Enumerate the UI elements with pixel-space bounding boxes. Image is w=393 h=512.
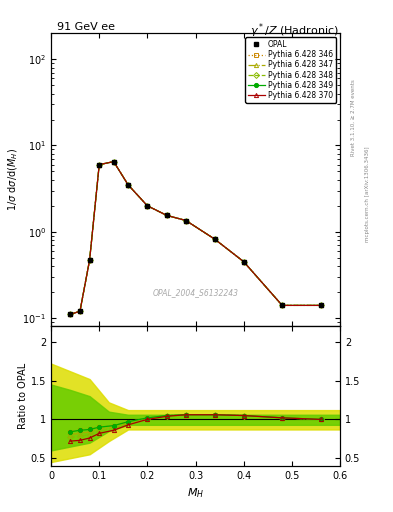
Pythia 6.428 346 bbox=[241, 259, 246, 265]
OPAL bbox=[68, 311, 73, 317]
Pythia 6.428 346 bbox=[213, 236, 217, 242]
Pythia 6.428 349 bbox=[87, 257, 92, 263]
Line: Pythia 6.428 346: Pythia 6.428 346 bbox=[68, 160, 323, 316]
Pythia 6.428 370 bbox=[111, 159, 116, 165]
OPAL bbox=[318, 302, 323, 308]
Pythia 6.428 346 bbox=[97, 162, 102, 168]
Pythia 6.428 346 bbox=[126, 182, 130, 188]
Pythia 6.428 346 bbox=[78, 308, 83, 314]
Pythia 6.428 370 bbox=[318, 302, 323, 308]
Pythia 6.428 347 bbox=[318, 302, 323, 308]
Pythia 6.428 348 bbox=[213, 236, 217, 242]
Text: OPAL_2004_S6132243: OPAL_2004_S6132243 bbox=[152, 288, 239, 297]
Pythia 6.428 370 bbox=[68, 311, 73, 317]
Pythia 6.428 370 bbox=[213, 236, 217, 242]
Pythia 6.428 349 bbox=[68, 311, 73, 317]
Pythia 6.428 370 bbox=[87, 257, 92, 263]
OPAL bbox=[97, 162, 102, 168]
OPAL bbox=[164, 212, 169, 219]
Pythia 6.428 348 bbox=[97, 162, 102, 168]
Pythia 6.428 348 bbox=[241, 259, 246, 265]
Pythia 6.428 346 bbox=[164, 212, 169, 219]
Pythia 6.428 348 bbox=[111, 159, 116, 165]
Pythia 6.428 347 bbox=[145, 203, 150, 209]
Pythia 6.428 347 bbox=[184, 218, 188, 224]
OPAL bbox=[280, 302, 285, 308]
Pythia 6.428 346 bbox=[280, 302, 285, 308]
Pythia 6.428 370 bbox=[280, 302, 285, 308]
OPAL bbox=[184, 218, 188, 224]
Pythia 6.428 370 bbox=[78, 308, 83, 314]
Pythia 6.428 349 bbox=[145, 203, 150, 209]
Pythia 6.428 348 bbox=[145, 203, 150, 209]
Pythia 6.428 370 bbox=[126, 182, 130, 188]
Pythia 6.428 348 bbox=[126, 182, 130, 188]
Pythia 6.428 346 bbox=[111, 159, 116, 165]
Text: Rivet 3.1.10, ≥ 2.7M events: Rivet 3.1.10, ≥ 2.7M events bbox=[351, 79, 356, 156]
Pythia 6.428 370 bbox=[241, 259, 246, 265]
Pythia 6.428 370 bbox=[145, 203, 150, 209]
Pythia 6.428 347 bbox=[126, 182, 130, 188]
Pythia 6.428 348 bbox=[164, 212, 169, 219]
Pythia 6.428 349 bbox=[280, 302, 285, 308]
Pythia 6.428 349 bbox=[126, 182, 130, 188]
Pythia 6.428 346 bbox=[184, 218, 188, 224]
Pythia 6.428 370 bbox=[164, 212, 169, 219]
Pythia 6.428 348 bbox=[68, 311, 73, 317]
Text: mcplots.cern.ch [arXiv:1306.3436]: mcplots.cern.ch [arXiv:1306.3436] bbox=[365, 147, 370, 242]
OPAL bbox=[213, 236, 217, 242]
Y-axis label: 1/$\sigma$ d$\sigma$/d($M_H$): 1/$\sigma$ d$\sigma$/d($M_H$) bbox=[6, 148, 20, 211]
Pythia 6.428 349 bbox=[213, 236, 217, 242]
Pythia 6.428 347 bbox=[280, 302, 285, 308]
Text: 91 GeV ee: 91 GeV ee bbox=[57, 22, 115, 32]
OPAL bbox=[126, 182, 130, 188]
Pythia 6.428 349 bbox=[111, 159, 116, 165]
X-axis label: $M_H$: $M_H$ bbox=[187, 486, 204, 500]
Pythia 6.428 348 bbox=[184, 218, 188, 224]
Pythia 6.428 349 bbox=[184, 218, 188, 224]
Pythia 6.428 349 bbox=[97, 162, 102, 168]
Pythia 6.428 347 bbox=[213, 236, 217, 242]
Pythia 6.428 348 bbox=[78, 308, 83, 314]
Text: $\gamma^*/Z$ (Hadronic): $\gamma^*/Z$ (Hadronic) bbox=[250, 22, 339, 40]
Pythia 6.428 347 bbox=[87, 257, 92, 263]
Pythia 6.428 349 bbox=[241, 259, 246, 265]
Pythia 6.428 347 bbox=[68, 311, 73, 317]
Pythia 6.428 347 bbox=[241, 259, 246, 265]
Pythia 6.428 348 bbox=[318, 302, 323, 308]
Pythia 6.428 347 bbox=[97, 162, 102, 168]
OPAL bbox=[111, 159, 116, 165]
Pythia 6.428 348 bbox=[280, 302, 285, 308]
Line: Pythia 6.428 349: Pythia 6.428 349 bbox=[68, 160, 323, 316]
Line: Pythia 6.428 347: Pythia 6.428 347 bbox=[68, 160, 323, 316]
Pythia 6.428 346 bbox=[87, 257, 92, 263]
Line: OPAL: OPAL bbox=[68, 159, 323, 317]
OPAL bbox=[78, 308, 83, 314]
Legend: OPAL, Pythia 6.428 346, Pythia 6.428 347, Pythia 6.428 348, Pythia 6.428 349, Py: OPAL, Pythia 6.428 346, Pythia 6.428 347… bbox=[245, 37, 336, 103]
Pythia 6.428 347 bbox=[111, 159, 116, 165]
Y-axis label: Ratio to OPAL: Ratio to OPAL bbox=[18, 363, 28, 429]
Pythia 6.428 346 bbox=[145, 203, 150, 209]
Line: Pythia 6.428 370: Pythia 6.428 370 bbox=[68, 160, 323, 316]
Pythia 6.428 349 bbox=[318, 302, 323, 308]
Pythia 6.428 346 bbox=[68, 311, 73, 317]
OPAL bbox=[241, 259, 246, 265]
Pythia 6.428 349 bbox=[164, 212, 169, 219]
Pythia 6.428 347 bbox=[164, 212, 169, 219]
OPAL bbox=[87, 257, 92, 263]
OPAL bbox=[145, 203, 150, 209]
Pythia 6.428 347 bbox=[78, 308, 83, 314]
Pythia 6.428 370 bbox=[184, 218, 188, 224]
Pythia 6.428 370 bbox=[97, 162, 102, 168]
Line: Pythia 6.428 348: Pythia 6.428 348 bbox=[68, 160, 323, 316]
Pythia 6.428 346 bbox=[318, 302, 323, 308]
Pythia 6.428 348 bbox=[87, 257, 92, 263]
Pythia 6.428 349 bbox=[78, 308, 83, 314]
